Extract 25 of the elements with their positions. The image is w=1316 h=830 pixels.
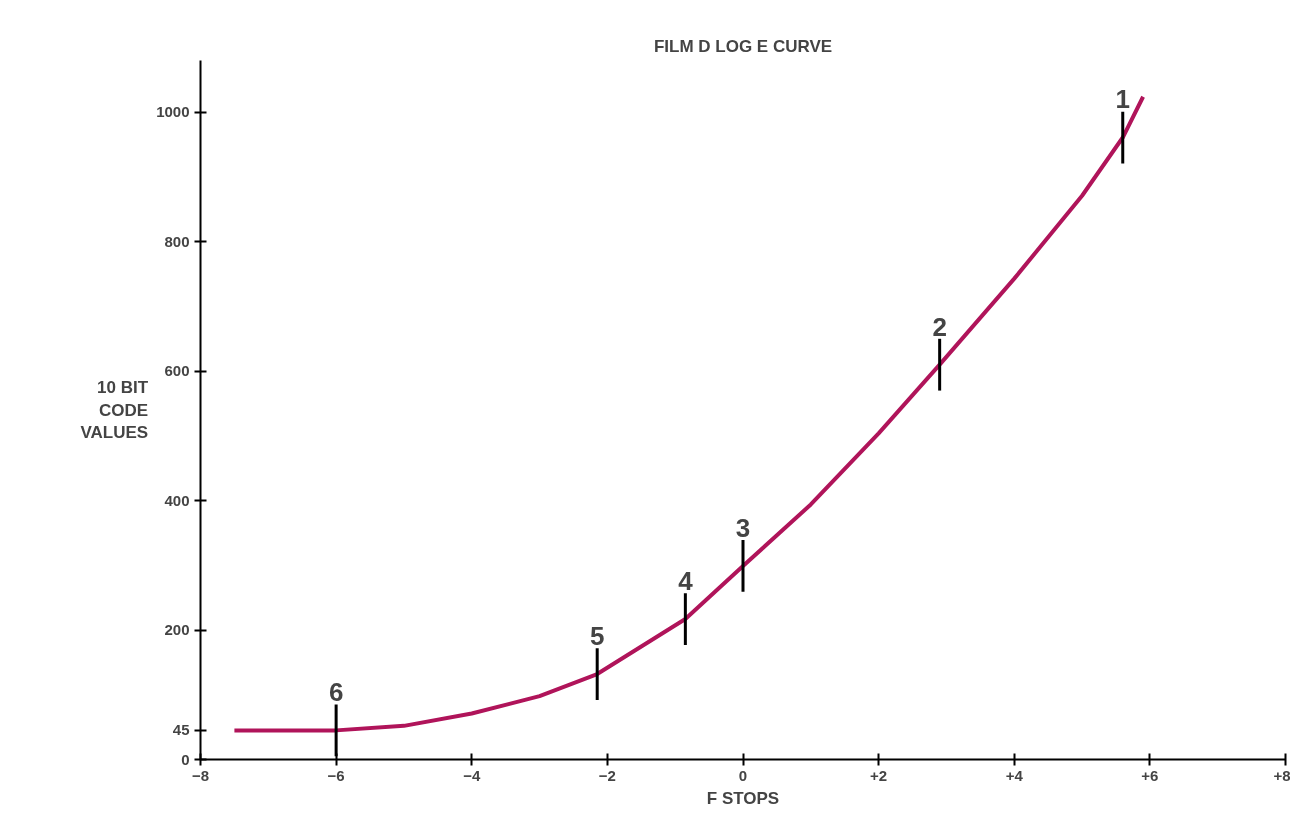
chart-title: FILM D LOG E CURVE xyxy=(653,36,833,56)
y-tick-label: 1000 xyxy=(156,103,190,121)
annotation: 1 xyxy=(1115,84,1130,115)
annotation: 3 xyxy=(735,512,751,543)
x-tick-label: +6 xyxy=(1141,766,1159,784)
x-tick-label: −6 xyxy=(327,766,345,784)
y-tick-label: 400 xyxy=(164,491,190,509)
annotation: 4 xyxy=(678,565,694,596)
y-axis-title: 10 BIT CODE VALUES xyxy=(80,377,149,443)
x-tick-label: +2 xyxy=(870,766,888,784)
annotation: 6 xyxy=(328,677,344,708)
x-tick-label: −4 xyxy=(463,766,481,784)
x-tick-label: +4 xyxy=(1005,766,1024,784)
y-tick-label: 200 xyxy=(164,621,190,639)
x-tick-label: +8 xyxy=(1273,766,1291,784)
y-tick-label: 800 xyxy=(164,232,190,250)
annotation: 5 xyxy=(589,620,605,651)
x-axis-title: F STOPS xyxy=(706,788,780,808)
annotation: 2 xyxy=(932,311,947,342)
x-tick-label: −8 xyxy=(191,766,210,784)
x-tick-label: 0 xyxy=(738,766,748,784)
y-tick-label: 0 xyxy=(181,750,190,768)
y-tick-label: 600 xyxy=(164,362,190,380)
x-tick-label: −2 xyxy=(598,766,616,784)
y-tick-label: 45 xyxy=(172,721,190,739)
